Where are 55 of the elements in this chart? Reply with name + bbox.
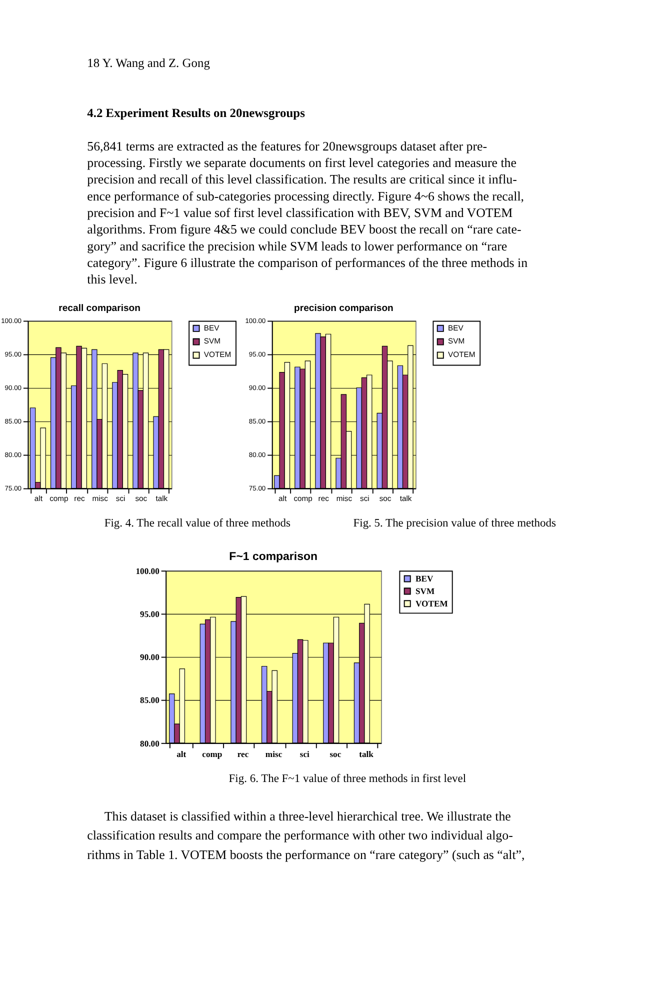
- text: precision and recall of this level classification. The results are critical since it influ-: [87, 172, 517, 187]
- x-tick-label: rec: [237, 748, 249, 759]
- legend-label: SVM: [415, 586, 435, 596]
- caption: Fig. 4. The recall value of three methods: [104, 518, 291, 530]
- text: gory” and sacrifice the precision while SVM leads to lower performance on “rare: [87, 238, 508, 254]
- legend-label: VOTEM: [204, 350, 232, 360]
- x-tick-label: talk: [359, 748, 374, 759]
- x-tick-label: rec: [74, 494, 85, 504]
- legend-label: SVM: [448, 336, 465, 346]
- text: category”. Figure 6 illustrate the comparison of performances of the three methods in: [87, 254, 528, 270]
- text: 18 Y. Wang and Z. Gong: [87, 56, 210, 70]
- chart-title: recall comparison: [58, 303, 141, 314]
- x-tick-label: sci: [116, 494, 126, 504]
- text: algorithms. From figure 4&5 we could conclude BEV boost the recall on “rare cate-: [87, 222, 522, 237]
- x-tick-label: misc: [265, 748, 282, 759]
- y-tick-label: 100.00: [136, 566, 160, 576]
- y-tick-label: 80.00: [140, 738, 160, 748]
- text: 56,841 terms are extracted as the features for 20newsgroups dataset after pre-: [87, 138, 488, 154]
- legend-label: BEV: [415, 574, 434, 584]
- y-tick-label: 90.00: [140, 652, 160, 662]
- x-tick-label: comp: [294, 494, 312, 504]
- y-tick-label: 95.00: [140, 609, 160, 620]
- x-tick-label: soc: [135, 494, 148, 504]
- text: precision and F~1 value sof first level classification with BEV, SVM and VOTEM: [87, 204, 514, 220]
- text: processing. Firstly we separate documents on first level categories and measure the: [87, 154, 517, 170]
- x-tick-label: alt: [278, 494, 288, 504]
- x-tick-label: misc: [336, 494, 352, 504]
- text: ence performance of sub-categories processing directly. Figure 4~6 shows the recall,: [87, 188, 524, 204]
- legend-label: SVM: [204, 336, 220, 346]
- x-tick-label: comp: [202, 748, 222, 759]
- legend-label: BEV: [204, 323, 220, 332]
- legend-label: VOTEM: [448, 350, 476, 360]
- x-tick-label: talk: [156, 494, 168, 504]
- x-tick-label: sci: [300, 748, 310, 759]
- x-tick-label: soc: [330, 748, 342, 759]
- x-tick-label: alt: [176, 748, 186, 759]
- chart-title: precision comparison: [294, 303, 394, 314]
- y-tick-label: 85.00: [140, 695, 160, 706]
- x-tick-label: soc: [379, 494, 392, 504]
- text: rithms in Table 1. VOTEM boosts the performance on “rare category” (such as “alt”,: [87, 846, 525, 862]
- text: 4.2 Experiment Results on 20newsgroups: [87, 106, 306, 120]
- x-tick-label: talk: [400, 494, 412, 504]
- x-tick-label: comp: [50, 494, 68, 504]
- text: classification results and compare the performance with other two individual algo-: [87, 828, 513, 843]
- legend-label: VOTEM: [415, 598, 448, 609]
- text: this level.: [87, 272, 138, 287]
- x-tick-label: misc: [92, 494, 108, 504]
- x-tick-label: rec: [318, 494, 330, 504]
- x-tick-label: sci: [360, 494, 370, 504]
- caption: Fig. 5. The precision value of three methods: [353, 518, 556, 530]
- x-tick-label: alt: [34, 494, 44, 504]
- text: This dataset is classified within a three-level hierarchical tree. We illustrate the: [104, 808, 512, 824]
- legend-label: BEV: [448, 323, 464, 332]
- caption: Fig. 6. The F~1 value of three methods in first level: [228, 773, 466, 786]
- chart-title: F~1 comparison: [229, 551, 318, 564]
